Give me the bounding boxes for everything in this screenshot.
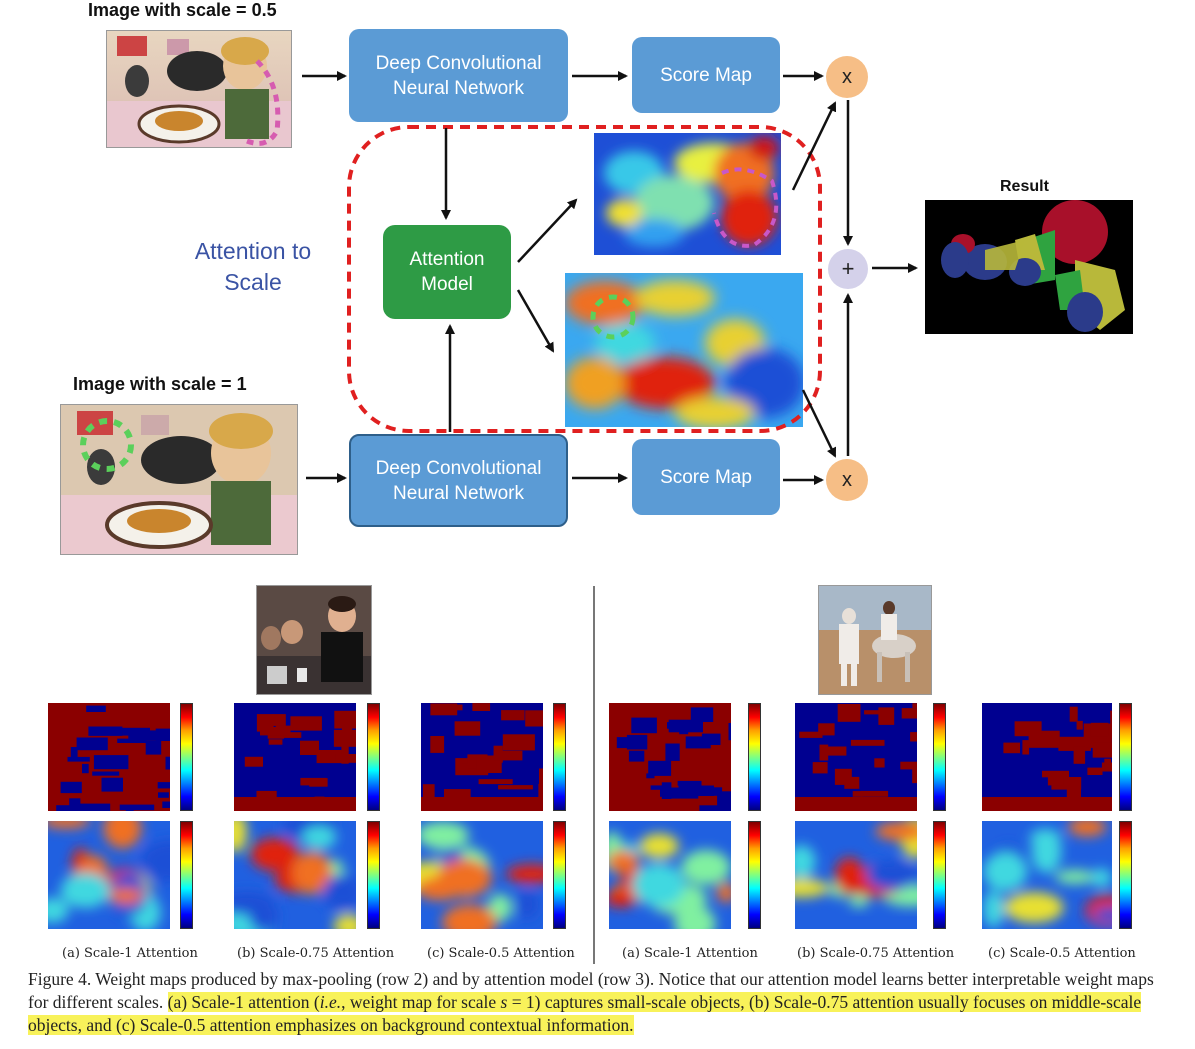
- attention-weight-map: [795, 821, 917, 929]
- colorbar: [367, 821, 380, 929]
- panel-caption: (a) Scale-1 Attention: [62, 946, 198, 961]
- attention-to-scale-label: Attention to Scale: [194, 238, 312, 295]
- score-map-box-bottom: Score Map: [632, 439, 780, 515]
- max-pooling-weight-map: [982, 703, 1112, 811]
- figure-caption-plain: Figure 4. Weight maps produced by max-po…: [28, 969, 1154, 1012]
- attention-weight-map: [982, 821, 1112, 929]
- colorbar: [748, 703, 761, 811]
- multiply-operator-top: x: [826, 56, 868, 98]
- max-pooling-weight-map: [795, 703, 917, 811]
- attention-weight-map: [609, 821, 731, 929]
- colorbar: [553, 703, 566, 811]
- example-photo-right: [818, 585, 932, 695]
- max-pooling-weight-map: [421, 703, 543, 811]
- photo-scale-one: [60, 404, 298, 555]
- label-image-scale-half: Image with scale = 0.5: [88, 0, 277, 20]
- panel-caption: (b) Scale-0.75 Attention: [797, 946, 955, 961]
- figure-caption: Figure 4. Weight maps produced by max-po…: [28, 968, 1168, 1037]
- attention-map-scale-half: [594, 133, 781, 255]
- label-image-scale-one: Image with scale = 1: [73, 374, 247, 394]
- colorbar: [1119, 821, 1132, 929]
- photo-scale-half: [106, 30, 292, 148]
- colorbar: [1119, 703, 1132, 811]
- attention-model-box: Attention Model: [383, 225, 511, 319]
- colorbar: [367, 703, 380, 811]
- colorbar: [748, 821, 761, 929]
- colorbar: [553, 821, 566, 929]
- dcnn-box-bottom: Deep Convolutional Neural Network: [349, 434, 568, 527]
- attention-weight-map: [421, 821, 543, 929]
- attention-weight-map: [48, 821, 170, 929]
- multiply-operator-bottom: x: [826, 459, 868, 501]
- example-photo-left: [256, 585, 372, 695]
- figure-caption-highlight: (a) Scale-1 attention (i.e., weight map …: [28, 992, 1142, 1035]
- colorbar: [933, 821, 946, 929]
- plus-operator: +: [828, 249, 868, 289]
- panel-caption: (a) Scale-1 Attention: [622, 946, 758, 961]
- max-pooling-weight-map: [609, 703, 731, 811]
- colorbar: [933, 703, 946, 811]
- panel-caption: (c) Scale-0.5 Attention: [988, 946, 1136, 961]
- attention-map-scale-one: [565, 273, 803, 427]
- result-segmentation: [925, 200, 1133, 334]
- dcnn-box-top: Deep Convolutional Neural Network: [349, 29, 568, 122]
- score-map-box-top: Score Map: [632, 37, 780, 113]
- panel-divider: [593, 586, 595, 964]
- colorbar: [180, 703, 193, 811]
- attention-weight-map: [234, 821, 356, 929]
- max-pooling-weight-map: [234, 703, 356, 811]
- max-pooling-weight-map: [48, 703, 170, 811]
- panel-caption: (c) Scale-0.5 Attention: [427, 946, 575, 961]
- result-label: Result: [1000, 178, 1049, 195]
- diagram-connectors: [302, 71, 918, 485]
- panel-caption: (b) Scale-0.75 Attention: [237, 946, 395, 961]
- colorbar: [180, 821, 193, 929]
